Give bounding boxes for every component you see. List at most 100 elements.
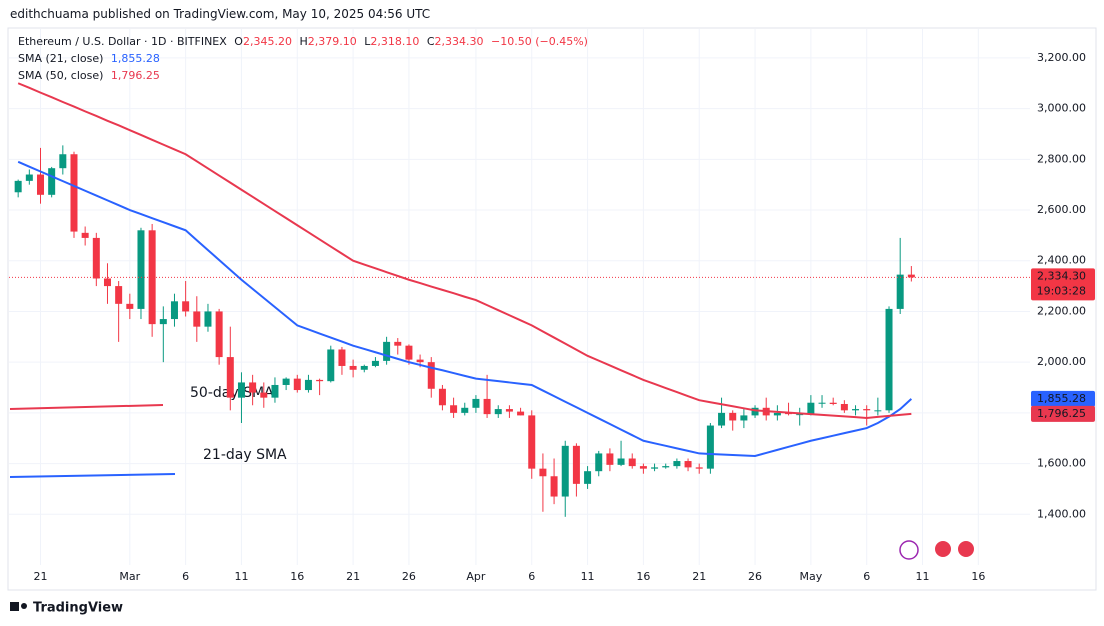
candle-body bbox=[706, 425, 714, 469]
sma-line bbox=[17, 160, 913, 457]
ohlc-label: H bbox=[299, 35, 308, 48]
y-tick-label: 2,600.00 bbox=[1037, 203, 1086, 216]
candle-body bbox=[505, 409, 513, 412]
candle-body bbox=[628, 458, 636, 467]
y-tick-label: 3,000.00 bbox=[1037, 102, 1086, 115]
candle-body bbox=[595, 453, 603, 472]
candle-body bbox=[829, 402, 837, 404]
candle-body bbox=[561, 445, 569, 497]
candle-body bbox=[271, 384, 279, 398]
candle-body bbox=[360, 365, 368, 370]
candle-body bbox=[193, 311, 201, 327]
candle-body bbox=[639, 466, 647, 469]
logo: TradingView bbox=[10, 601, 123, 616]
candle-body bbox=[48, 168, 56, 195]
candle-body bbox=[472, 398, 480, 408]
x-tick-label: 11 bbox=[581, 570, 595, 583]
legend-sma: SMA (21, close) 1,855.28 bbox=[18, 52, 164, 65]
event-icons bbox=[899, 539, 976, 560]
candle-body bbox=[182, 301, 190, 312]
candle-body bbox=[371, 360, 379, 366]
candle-body bbox=[885, 308, 893, 411]
frame bbox=[7, 27, 1097, 591]
candle-body bbox=[550, 476, 558, 497]
x-tick-label: 21 bbox=[33, 570, 47, 583]
candle-body bbox=[405, 345, 413, 360]
candle-body bbox=[539, 468, 547, 477]
ohlc-value: 2,345.20 bbox=[242, 35, 292, 48]
logo-icon bbox=[21, 603, 27, 609]
candle-body bbox=[528, 415, 536, 469]
candle-body bbox=[159, 319, 167, 325]
event-icon[interactable] bbox=[933, 539, 953, 559]
x-tick-label: 6 bbox=[863, 570, 870, 583]
candle-body bbox=[103, 278, 111, 287]
x-tick-label: May bbox=[799, 570, 822, 583]
x-tick-label: Apr bbox=[466, 570, 486, 583]
legend-name: SMA (50, close) bbox=[18, 69, 104, 82]
price-tag-label: 1,855.28 bbox=[1037, 392, 1086, 405]
candle-body bbox=[874, 410, 882, 412]
symbol: Ethereum / U.S. Dollar · 1D · BITFINEX bbox=[18, 35, 227, 48]
candle-body bbox=[840, 403, 848, 411]
candle-body bbox=[740, 415, 748, 421]
candle-body bbox=[796, 414, 804, 416]
candle-body bbox=[316, 379, 324, 382]
candle-body bbox=[684, 461, 692, 468]
candle-body bbox=[338, 349, 346, 366]
candle-body bbox=[304, 379, 312, 391]
ohlc-value: 2,318.10 bbox=[370, 35, 420, 48]
candle-body bbox=[170, 301, 178, 320]
legend-main: Ethereum / U.S. Dollar · 1D · BITFINEX O… bbox=[18, 35, 592, 48]
candle-body bbox=[896, 274, 904, 309]
x-tick-label: 11 bbox=[234, 570, 248, 583]
candle-body bbox=[81, 232, 89, 238]
candle-body bbox=[293, 378, 301, 391]
x-tick-label: 16 bbox=[636, 570, 650, 583]
candle-body bbox=[383, 341, 391, 361]
candle-body bbox=[14, 180, 22, 193]
candle-body bbox=[695, 467, 703, 469]
candle-body bbox=[852, 409, 860, 411]
price-tag bbox=[1031, 268, 1095, 301]
change: −10.50 (−0.45%) bbox=[491, 35, 588, 48]
candle-body bbox=[907, 274, 915, 278]
y-tick-label: 1,400.00 bbox=[1037, 507, 1086, 520]
candle-body bbox=[260, 392, 268, 398]
price-tag bbox=[1031, 390, 1095, 407]
candle-body bbox=[126, 303, 134, 309]
y-tick-label: 2,000.00 bbox=[1037, 355, 1086, 368]
candle-body bbox=[461, 407, 469, 413]
brand: TradingView bbox=[33, 601, 123, 616]
x-tick-label: 21 bbox=[346, 570, 360, 583]
annotation: 21-day SMA bbox=[203, 447, 287, 463]
legend-value: 1,855.28 bbox=[110, 52, 160, 65]
candle-body bbox=[729, 412, 737, 421]
candle-body bbox=[818, 402, 826, 404]
candle-body bbox=[25, 174, 33, 181]
grid bbox=[9, 29, 1030, 565]
published: edithchuama published on TradingView.com… bbox=[10, 7, 431, 21]
candle-body bbox=[773, 412, 781, 416]
candle-body bbox=[807, 402, 815, 415]
candle-body bbox=[651, 467, 659, 469]
candle-body bbox=[450, 405, 458, 413]
candle-body bbox=[70, 154, 78, 232]
candle-body bbox=[662, 466, 670, 468]
event-icon[interactable] bbox=[899, 540, 919, 560]
candle-body bbox=[606, 453, 614, 465]
ohlc-label: L bbox=[364, 35, 371, 48]
candle-body bbox=[282, 378, 290, 385]
x-tick-label: 26 bbox=[748, 570, 762, 583]
candle-body bbox=[863, 409, 871, 411]
candle-body bbox=[148, 230, 156, 325]
candle-body bbox=[673, 461, 681, 467]
candle-body bbox=[226, 357, 234, 398]
x-tick-label: 6 bbox=[182, 570, 189, 583]
y-tick-label: 1,600.00 bbox=[1037, 457, 1086, 470]
candle-body bbox=[92, 237, 100, 279]
annotation-line bbox=[9, 473, 176, 478]
candle-body bbox=[137, 230, 145, 309]
event-icon[interactable] bbox=[956, 539, 976, 559]
